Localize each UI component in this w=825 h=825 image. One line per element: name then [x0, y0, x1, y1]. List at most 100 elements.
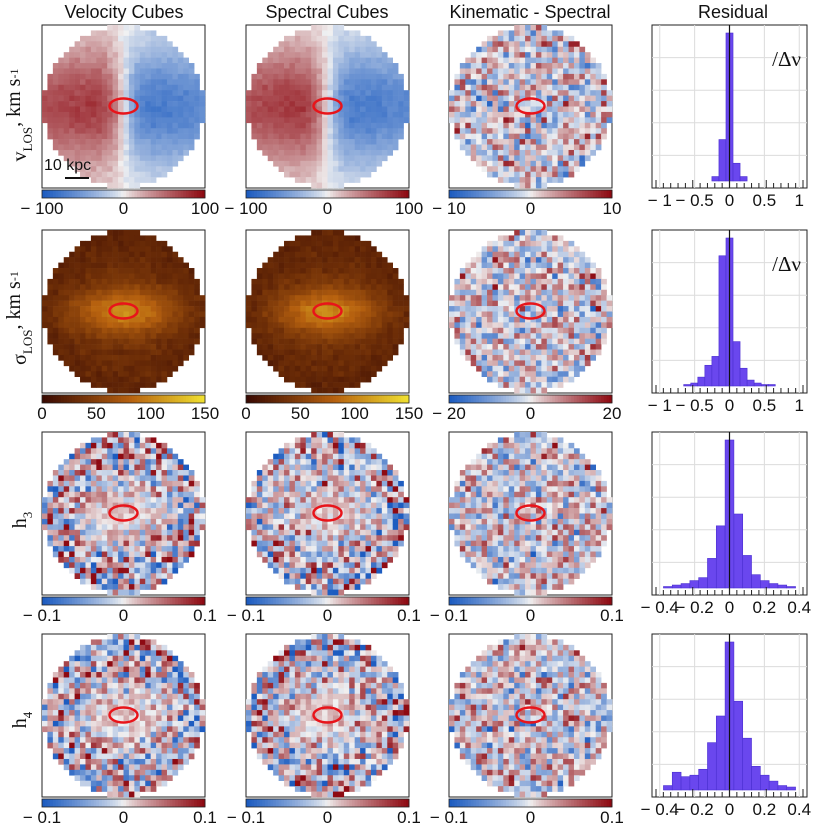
heatmap-cell: [327, 278, 334, 285]
heatmap-cell: [370, 333, 377, 339]
colorbar-segment: [478, 395, 482, 403]
colorbar-segment: [603, 395, 607, 403]
heatmap-cell: [305, 52, 312, 58]
heatmap-cell: [69, 322, 75, 329]
heatmap-cell: [166, 333, 173, 339]
heatmap-cell: [557, 117, 564, 124]
heatmap-cell: [305, 295, 312, 301]
histogram-bar: [732, 162, 741, 182]
heatmap-cell: [85, 300, 92, 307]
heatmap-cell: [563, 149, 569, 156]
heatmap-cell: [398, 311, 404, 318]
heatmap-cell: [69, 354, 75, 361]
heatmap-cell: [573, 257, 580, 263]
heatmap-cell: [107, 497, 113, 503]
heatmap-cell: [563, 251, 569, 258]
colorbar: 0 50 100 150: [241, 394, 423, 423]
heatmap-cell: [123, 567, 130, 574]
heatmap-cell: [332, 160, 339, 167]
heatmap-cell: [327, 171, 334, 178]
heatmap-cell: [161, 289, 168, 296]
heatmap-cell: [96, 556, 103, 563]
heatmap-cell: [541, 295, 548, 301]
heatmap-cell: [546, 128, 553, 134]
heatmap-cell: [52, 273, 59, 280]
heatmap-cell: [497, 295, 504, 301]
heatmap-cell: [300, 354, 307, 361]
heatmap-cell: [47, 90, 54, 96]
heatmap-cell: [278, 257, 285, 263]
heatmap-cell: [349, 101, 355, 107]
heatmap-cell: [284, 63, 290, 69]
colorbar-segment: [104, 190, 108, 198]
heatmap-cell: [183, 349, 189, 356]
heatmap-cell: [123, 508, 130, 514]
heatmap-cell: [289, 289, 296, 296]
heatmap-cell: [311, 365, 317, 372]
heatmap-cell: [145, 84, 151, 91]
heatmap-cell: [300, 268, 307, 274]
heatmap-cell: [96, 171, 103, 178]
heatmap-cell: [525, 30, 531, 37]
heatmap-cell: [563, 360, 569, 367]
heatmap-cell: [58, 117, 65, 124]
heatmap-cell: [107, 246, 113, 253]
heatmap-cell: [273, 57, 279, 64]
heatmap-cell: [166, 344, 173, 350]
bulge-ellipse: [312, 97, 343, 115]
heatmap-cell: [573, 73, 580, 80]
heatmap-cell: [525, 122, 531, 129]
colorbar-segment: [462, 395, 466, 403]
heatmap-cell: [139, 117, 146, 124]
heatmap-cell: [349, 300, 355, 307]
heatmap-cell: [145, 122, 151, 129]
heatmap-cell: [52, 535, 59, 541]
heatmap-cell: [128, 122, 135, 129]
heatmap-cell: [525, 144, 531, 151]
heatmap-cell: [284, 133, 290, 140]
heatmap-cell: [465, 289, 472, 296]
heatmap-cell: [392, 68, 399, 75]
heatmap-cell: [392, 84, 399, 91]
heatmap-cell: [311, 284, 317, 291]
heatmap-cell: [96, 90, 103, 96]
heatmap-cell: [172, 63, 179, 69]
heatmap-cell: [519, 322, 526, 329]
heatmap-cell: [316, 376, 323, 383]
heatmap-cell: [300, 306, 307, 312]
colorbar-segment: [270, 395, 274, 403]
heatmap-cell: [590, 278, 596, 285]
heatmap-cell: [487, 35, 493, 42]
heatmap-cell: [273, 128, 279, 134]
heatmap-cell: [530, 333, 537, 339]
heatmap-cell: [360, 149, 366, 156]
heatmap-cell: [365, 160, 372, 167]
heatmap-cell: [289, 278, 296, 285]
heatmap-cell: [139, 101, 146, 107]
heatmap-cell: [74, 63, 81, 69]
heatmap-cell: [294, 240, 301, 247]
colorbar-segment: [175, 395, 179, 403]
heatmap-cell: [96, 30, 103, 37]
heatmap-cell: [305, 251, 312, 258]
heatmap-cell: [584, 144, 591, 151]
heatmap-cell: [541, 316, 548, 323]
colorbar-segment: [90, 190, 95, 198]
heatmap-cell: [360, 101, 366, 107]
heatmap-cell: [101, 117, 108, 124]
heatmap-cell: [118, 437, 124, 444]
heatmap-cell: [150, 349, 157, 356]
heatmap-cell: [273, 122, 279, 129]
heatmap-cell: [128, 464, 135, 471]
heatmap-cell: [183, 95, 189, 102]
heatmap-cell: [267, 311, 274, 318]
heatmap-cell: [465, 268, 472, 274]
heatmap-cell: [101, 306, 108, 312]
heatmap-cell: [381, 122, 388, 129]
heatmap-cell: [311, 128, 317, 134]
heatmap-cell: [145, 338, 151, 345]
heatmap-cell: [311, 354, 317, 361]
heatmap-cell: [107, 95, 113, 102]
heatmap-cell: [503, 95, 510, 102]
heatmap-cell: [584, 284, 591, 291]
